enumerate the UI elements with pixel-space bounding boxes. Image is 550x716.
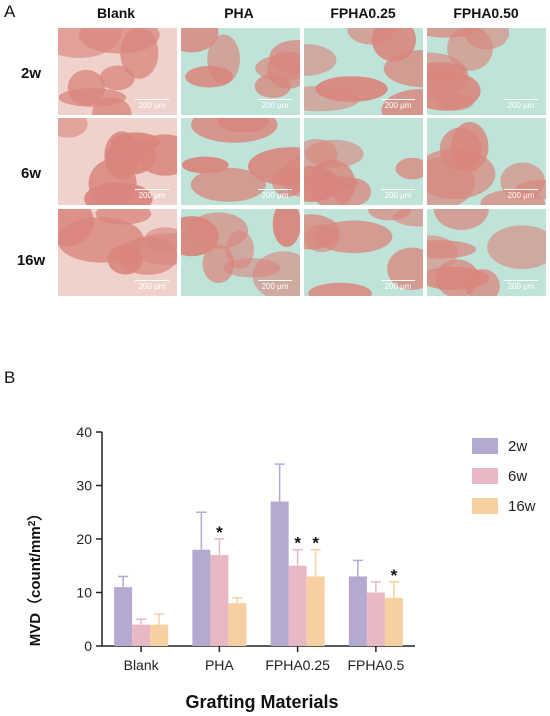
bar-2w-FPHA0.5 (348, 576, 367, 646)
x-tick-label: FPHA0.5 (347, 657, 404, 673)
significance-star: * (294, 534, 301, 553)
bar-16w-FPHA0.5 (384, 597, 403, 646)
bar-16w-FPHA0.25 (306, 576, 325, 646)
column-header-pha: PHA (224, 5, 254, 21)
bar-16w-Blank (150, 624, 169, 646)
bar-6w-FPHA0.25 (288, 565, 307, 646)
micrograph-6w-fpha025: 200 μm (303, 117, 424, 206)
micrograph-16w-blank: 200 μm (57, 208, 178, 297)
micrograph-6w-blank: 200 μm (57, 117, 178, 206)
legend-label-16w: 16w (508, 498, 536, 515)
legend-swatch-16w (472, 498, 498, 514)
panel-b-letter: B (4, 368, 16, 387)
micrograph-16w-fpha050: 200 μm (426, 208, 547, 297)
scale-bar: 200 μm (381, 189, 415, 200)
scale-bar: 200 μm (504, 189, 538, 200)
bar-2w-Blank (114, 587, 133, 646)
scale-bar: 200 μm (258, 189, 292, 200)
micrograph-2w-fpha025: 200 μm (303, 27, 424, 116)
legend-swatch-2w (472, 438, 498, 454)
row-header-6w: 6w (20, 165, 41, 182)
scale-bar: 200 μm (504, 99, 538, 110)
x-axis-label: Grafting Materials (185, 692, 338, 712)
column-header-fpha025: FPHA0.25 (330, 5, 396, 21)
column-header-fpha050: FPHA0.50 (453, 5, 519, 21)
y-tick-label: 40 (76, 424, 92, 440)
micrograph-16w-fpha025: 200 μm (303, 208, 424, 297)
scale-bar: 200 μm (381, 280, 415, 291)
row-header-2w: 2w (20, 65, 41, 82)
micrograph-2w-fpha050: 200 μm (426, 27, 547, 116)
legend-label-6w: 6w (508, 468, 527, 485)
bar-6w-Blank (132, 624, 151, 646)
scale-bar: 200 μm (381, 99, 415, 110)
legend-label-2w: 2w (508, 438, 527, 455)
scale-bar: 200 μm (135, 189, 169, 200)
scale-bar: 200 μm (258, 99, 292, 110)
column-header-blank: Blank (96, 5, 136, 21)
panel-a-letter: A (4, 2, 16, 21)
y-tick-label: 20 (76, 531, 92, 547)
micrograph-2w-blank: 200 μm (57, 27, 178, 116)
bar-16w-PHA (228, 603, 247, 646)
scale-bar: 200 μm (135, 99, 169, 110)
bar-6w-FPHA0.5 (366, 592, 385, 646)
y-tick-label: 30 (76, 478, 92, 494)
x-tick-label: PHA (205, 657, 234, 673)
significance-star: * (391, 566, 398, 585)
micrograph-2w-pha: 200 μm (180, 27, 301, 116)
legend-swatch-6w (472, 468, 498, 484)
bar-2w-PHA (192, 549, 211, 646)
y-axis-label: MVD（count/mm2） (26, 506, 44, 647)
micrograph-6w-pha: 200 μm (180, 117, 301, 206)
bar-6w-PHA (210, 555, 229, 646)
significance-star: * (216, 523, 223, 542)
significance-star: * (312, 534, 319, 553)
y-tick-label: 0 (84, 638, 92, 654)
scale-bar: 200 μm (258, 280, 292, 291)
y-axis-label-superscript: 2 (27, 520, 38, 526)
scale-bar: 200 μm (504, 280, 538, 291)
y-tick-label: 10 (76, 585, 92, 601)
x-tick-label: Blank (124, 657, 160, 673)
row-header-16w: 16w (16, 252, 46, 269)
bar-2w-FPHA0.25 (270, 501, 289, 646)
x-tick-label: FPHA0.25 (265, 657, 330, 673)
mvd-bar-chart: 0 10 20 30 40 Blank PHA FPHA0.25 FPHA0.5 * * * * 2w… (26, 424, 536, 712)
micrograph-16w-pha: 200 μm (180, 208, 301, 297)
micrograph-6w-fpha050: 200 μm (426, 117, 547, 206)
scale-bar: 200 μm (135, 280, 169, 291)
